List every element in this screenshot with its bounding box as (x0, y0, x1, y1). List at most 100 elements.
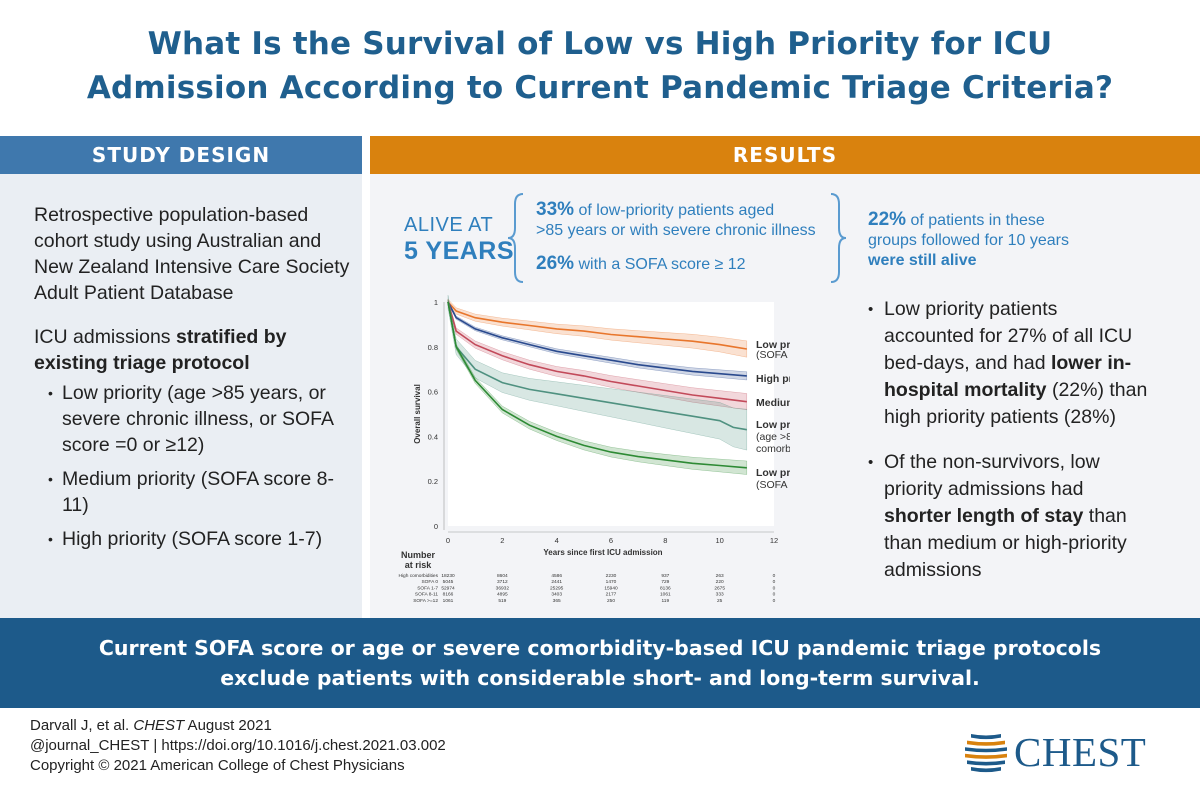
para2-text: ICU admissions (34, 326, 176, 348)
y-tick-label: 0 (434, 522, 438, 531)
series-line-4 (447, 301, 747, 469)
stat-33: 33% of low-priority patients aged >85 ye… (536, 200, 816, 241)
risk-cell: 729 (661, 579, 669, 585)
bullet1-line1: Low priority patients (884, 298, 1058, 320)
series-label-4: Low priority (756, 467, 790, 479)
logo-stripe (965, 753, 1007, 759)
title-line-1: What Is the Survival of Low vs High Prio… (147, 26, 1053, 62)
conclusion-line-2: exclude patients with considerable short… (220, 666, 980, 690)
series-label-4: (SOFA ≥ 12) (756, 479, 790, 491)
risk-cell: 2675 (714, 585, 725, 591)
alive-line-2: 5 YEARS (404, 237, 515, 265)
x-tick-label: 10 (715, 536, 723, 545)
risk-row-label: High comorbidities (399, 573, 439, 579)
series-label-0: (SOFA = 0) (756, 349, 790, 361)
bullet1-line5: high priority patients (28%) (884, 406, 1116, 428)
series-label-2: Medium priority (756, 397, 790, 409)
risk-cell: 15940 (604, 585, 618, 591)
series-label-3: Low priority (756, 419, 790, 431)
risk-row-label: SOFA 0 (421, 579, 438, 585)
risk-cell: 36932 (496, 585, 510, 591)
y-tick-label: 0.6 (428, 388, 438, 397)
series-band-3 (447, 295, 748, 451)
risk-cell: 2441 (551, 579, 562, 585)
x-tick-label: 0 (446, 536, 450, 545)
risk-cell: 1061 (443, 598, 454, 604)
plot-area (448, 302, 774, 526)
risk-cell: 4895 (497, 592, 508, 598)
chest-logo-icon (965, 734, 1007, 773)
risk-cell: 1061 (660, 592, 671, 598)
risk-cell: 3712 (497, 579, 508, 585)
y-tick-label: 0.2 (428, 477, 438, 486)
bullet2-line4: than medium or high-priority (884, 532, 1127, 554)
risk-cell: 0 (773, 579, 776, 585)
study-design-para1: Retrospective population-based cohort st… (34, 204, 350, 304)
series-band-4 (447, 299, 748, 475)
stat-22-pct: 22% (868, 209, 907, 230)
alive-line-1: ALIVE AT (404, 214, 494, 236)
citation-journal: CHEST (133, 717, 185, 734)
risk-cell: 5045 (443, 579, 454, 585)
study-design-panel: STUDY DESIGN Retrospective population-ba… (0, 136, 362, 618)
risk-cell: 365 (553, 598, 561, 604)
bullet2-line3: than (1083, 505, 1127, 527)
series-label-3: comorbidities) (756, 443, 790, 455)
title-block: What Is the Survival of Low vs High Prio… (0, 0, 1200, 132)
risk-cell: 25 (717, 598, 723, 604)
conclusion-line-1: Current SOFA score or age or severe como… (98, 636, 1102, 660)
bullet1-line2: accounted for 27% of all ICU (884, 325, 1133, 347)
right-brace-icon (830, 193, 847, 283)
bullet1-line3-bold: lower in- (1050, 352, 1132, 374)
study-design-para2: ICU admissions stratified by existing tr… (34, 324, 354, 376)
risk-cell: 519 (498, 598, 506, 604)
priority-item-medium: Medium priority (SOFA score 8-11) (34, 466, 354, 518)
x-tick-label: 8 (663, 536, 667, 545)
citation-line-2: @journal_CHEST | https://doi.org/10.1016… (30, 737, 446, 754)
series-line-0 (447, 301, 747, 350)
study-design-text: Retrospective population-based cohort st… (34, 202, 354, 560)
left-brace-icon (507, 193, 524, 283)
bullet1-line4-bold: hospital mortality (884, 379, 1047, 401)
alive-at-5-years: ALIVE AT 5 YEARS (404, 214, 514, 266)
stat-22-l1: of patients in these (910, 212, 1045, 229)
x-tick-label: 12 (770, 536, 778, 545)
results-bullet-2: Of the non-survivors, low priority admis… (868, 449, 1190, 584)
risk-cell: 4586 (551, 573, 562, 579)
logo-stripe (971, 734, 1001, 740)
stat-26-pct: 26% (536, 253, 575, 274)
bullet1-line4: (22%) than (1046, 379, 1148, 401)
title-line-2: Admission According to Current Pandemic … (86, 70, 1114, 106)
conclusion-banner: Current SOFA score or age or severe como… (0, 618, 1200, 708)
risk-row-label: SOFA 1-7 (417, 585, 438, 591)
risk-cell: 8604 (497, 573, 508, 579)
y-tick-label: 0.4 (428, 432, 438, 441)
series-band-1 (447, 300, 748, 381)
series-band-0 (447, 298, 748, 358)
bullet2-line1: Of the non-survivors, low (884, 451, 1100, 473)
priority-item-low: Low priority (age >85 years, or severe c… (34, 380, 354, 458)
risk-cell: 937 (661, 573, 669, 579)
risk-cell: 0 (773, 573, 776, 579)
risk-row-label: SOFA >=12 (413, 598, 438, 604)
risk-cell: 333 (716, 592, 724, 598)
risk-cell: 220 (716, 579, 724, 585)
series-line-2 (447, 301, 747, 403)
citation-line-3: Copyright © 2021 American College of Che… (30, 757, 405, 774)
risk-cell: 250 (607, 598, 615, 604)
stat-33-l1: of low-priority patients aged (578, 202, 775, 219)
citation-footer: Darvall J, et al. CHEST August 2021 @jou… (30, 716, 446, 776)
risk-cell: 0 (773, 585, 776, 591)
stat-22-l2: groups followed for 10 years (868, 232, 1069, 249)
y-axis-title: Overall survival (413, 384, 422, 444)
bullet2-line3-bold: shorter length of stay (884, 505, 1084, 527)
risk-cell: 8136 (660, 585, 671, 591)
logo-stripe (967, 740, 1005, 746)
stat-22-bold: were still alive (868, 252, 977, 269)
risk-cell: 1470 (606, 579, 617, 585)
logo-stripe (971, 767, 1001, 773)
x-tick-label: 6 (609, 536, 613, 545)
results-bullets: Low priority patients accounted for 27% … (868, 296, 1190, 602)
risk-cell: 8166 (443, 592, 454, 598)
series-label-0: Low priority (756, 339, 790, 351)
